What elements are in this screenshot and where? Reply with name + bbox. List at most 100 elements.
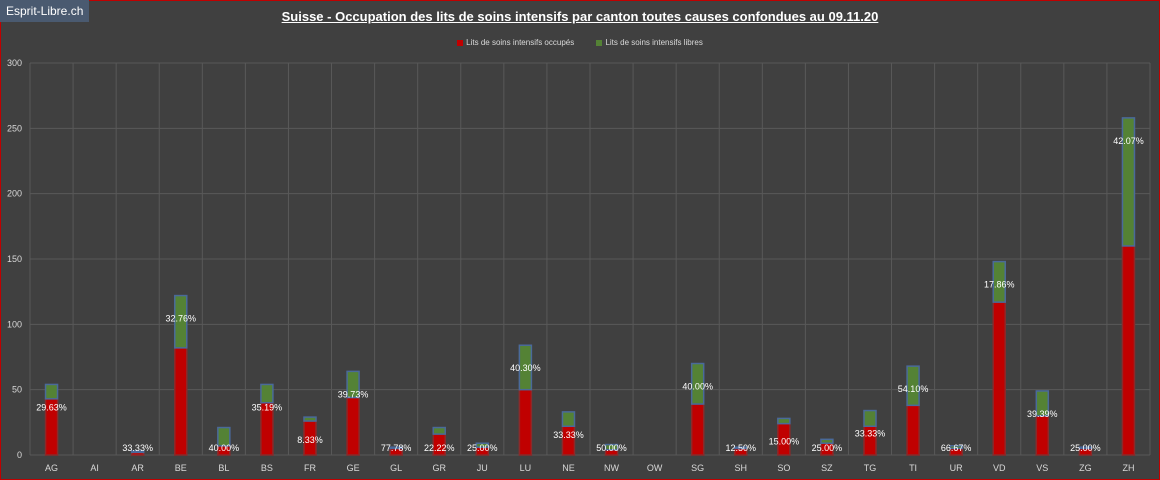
bar-free <box>906 365 920 407</box>
x-tick-label: GL <box>390 463 402 473</box>
data-label: 35.19% <box>252 402 283 412</box>
x-tick-label: BE <box>175 463 187 473</box>
bar-free <box>346 370 360 399</box>
data-label: 33.33% <box>122 443 153 453</box>
x-tick-label: SZ <box>821 463 833 473</box>
data-label: 39.73% <box>338 389 369 399</box>
bar-occupied <box>174 347 188 456</box>
x-tick-label: SO <box>777 463 790 473</box>
x-tick-label: FR <box>304 463 316 473</box>
y-tick-label: 200 <box>7 189 22 199</box>
data-label: 40.00% <box>682 382 713 392</box>
x-tick-label: AI <box>90 463 99 473</box>
bar-free <box>44 383 59 400</box>
bar-free <box>518 344 533 391</box>
x-tick-label: GR <box>432 463 446 473</box>
data-label: 25.00% <box>812 443 843 453</box>
x-tick-label: TG <box>864 463 877 473</box>
data-label: 54.10% <box>898 384 929 394</box>
y-tick-label: 300 <box>7 58 22 68</box>
data-label: 25.00% <box>1070 443 1101 453</box>
site-watermark: Esprit-Libre.ch <box>0 0 90 22</box>
x-tick-label: AG <box>45 463 58 473</box>
legend-swatch-occupied <box>457 39 464 46</box>
data-label: 12.50% <box>726 443 757 453</box>
legend-label-occupied: Lits de soins intensifs occupés <box>466 38 575 47</box>
data-label: 33.33% <box>553 430 584 440</box>
x-tick-label: VS <box>1036 463 1048 473</box>
y-tick-label: 0 <box>17 450 22 460</box>
bar-free <box>217 426 231 447</box>
x-tick-label: SH <box>735 463 748 473</box>
x-tick-label: LU <box>520 463 532 473</box>
x-tick-label: SG <box>691 463 704 473</box>
y-tick-label: 50 <box>12 385 22 395</box>
bar-free <box>777 417 791 425</box>
x-tick-label: AR <box>131 463 144 473</box>
x-tick-label: BS <box>261 463 273 473</box>
data-label: 25.00% <box>467 443 498 453</box>
data-label: 42.07% <box>1113 136 1144 146</box>
x-tick-label: OW <box>647 463 663 473</box>
bar-occupied <box>1121 245 1136 456</box>
data-label: 15.00% <box>769 436 800 446</box>
bar-occupied <box>1035 415 1050 456</box>
y-tick-label: 100 <box>7 319 22 329</box>
bar-free <box>734 446 748 450</box>
bar-free <box>475 442 490 448</box>
bar-free <box>432 426 446 435</box>
data-label: 50.00% <box>596 443 627 453</box>
x-tick-label: NE <box>562 463 575 473</box>
x-tick-label: BL <box>218 463 229 473</box>
bar-occupied <box>992 301 1006 456</box>
legend-item-free: Lits de soins intensifs libres <box>596 38 703 47</box>
legend-item-occupied: Lits de soins intensifs occupés <box>457 38 574 47</box>
bar-free <box>949 445 963 450</box>
bar-free <box>389 446 403 450</box>
bar-free <box>690 362 705 405</box>
bar-occupied <box>346 396 360 456</box>
bar-free <box>260 383 274 404</box>
data-label: 22.22% <box>424 443 455 453</box>
bar-free <box>1035 390 1050 417</box>
data-label: 66.67% <box>941 443 972 453</box>
bar-occupied <box>906 404 920 456</box>
bar-free <box>992 260 1006 303</box>
bar-occupied <box>690 403 705 456</box>
chart-legend: Lits de soins intensifs occupés Lits de … <box>0 38 1160 47</box>
bar-free <box>174 294 188 349</box>
legend-swatch-free <box>596 39 603 46</box>
bar-free <box>303 416 317 422</box>
x-tick-label: TI <box>909 463 917 473</box>
y-tick-label: 250 <box>7 123 22 133</box>
chart-title: Suisse - Occupation des lits de soins in… <box>281 9 879 24</box>
bar-free <box>130 450 145 454</box>
bar-occupied <box>518 388 533 456</box>
data-label: 29.63% <box>36 402 67 412</box>
data-label: 17.86% <box>984 280 1015 290</box>
data-label: 77.78% <box>381 443 412 453</box>
x-tick-label: ZH <box>1122 463 1134 473</box>
y-tick-label: 150 <box>7 254 22 264</box>
bar-free <box>561 411 576 428</box>
x-tick-label: UR <box>950 463 963 473</box>
data-label: 39.39% <box>1027 409 1058 419</box>
x-tick-label: NW <box>604 463 619 473</box>
legend-label-free: Lits de soins intensifs libres <box>605 38 703 47</box>
data-label: 33.33% <box>855 429 886 439</box>
bar-free <box>1078 446 1093 450</box>
x-tick-label: GE <box>347 463 360 473</box>
bar-free <box>1121 117 1136 247</box>
bar-free <box>604 443 619 451</box>
data-label: 32.76% <box>166 314 197 324</box>
data-label: 40.30% <box>510 363 541 373</box>
x-tick-label: ZG <box>1079 463 1092 473</box>
x-tick-label: JU <box>477 463 488 473</box>
bar-free <box>863 409 877 428</box>
data-label: 40.00% <box>209 443 240 453</box>
x-tick-label: VD <box>993 463 1006 473</box>
bar-free <box>820 438 834 444</box>
data-label: 8.33% <box>297 435 323 445</box>
